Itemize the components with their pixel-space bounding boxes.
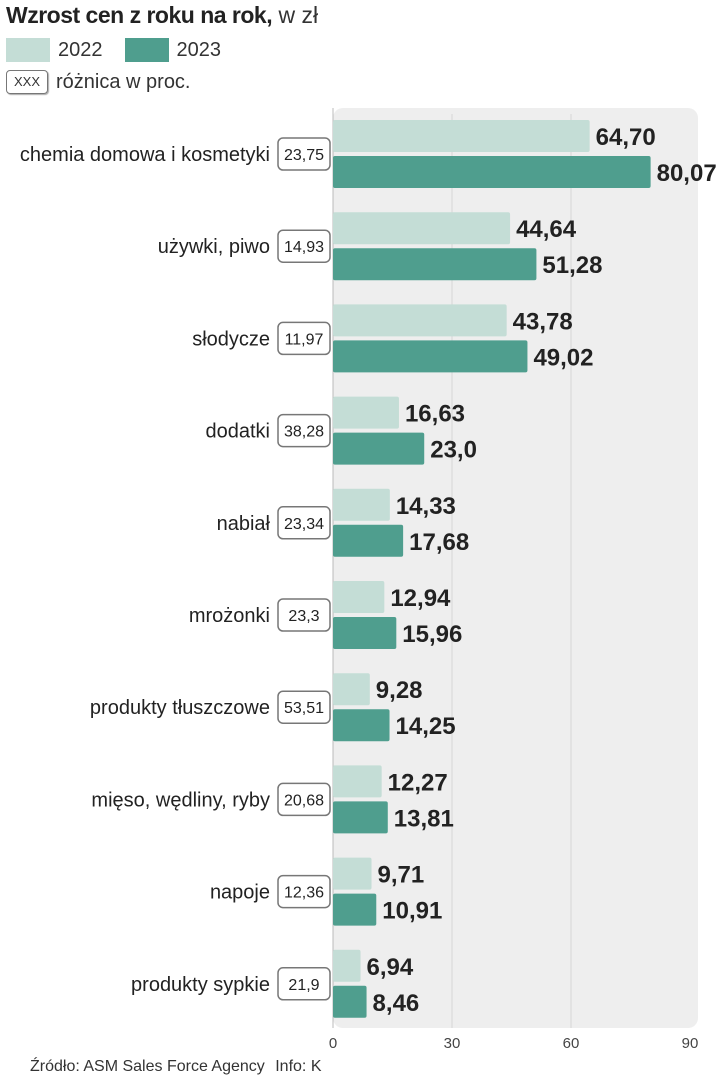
bar-2022: [333, 396, 399, 429]
plot-panel: [333, 108, 698, 1028]
data-label-2023: 17,68: [409, 529, 469, 556]
difference-value: 23,3: [288, 608, 319, 625]
x-tick-label: 30: [444, 1035, 461, 1052]
legend-swatch-2023: [124, 38, 169, 62]
data-label-2023: 13,81: [394, 805, 454, 832]
bar-2023: [333, 524, 404, 557]
bar-2022: [333, 673, 370, 706]
difference-value: 14,93: [284, 239, 324, 256]
difference-box: [277, 229, 331, 263]
chart-title: Wzrost cen z roku na rok, w zł: [6, 2, 318, 29]
difference-box: [277, 874, 331, 909]
data-label-2022: 6,94: [367, 954, 414, 981]
title-text: Wzrost cen z roku na rok,: [6, 2, 273, 28]
category-label: dodatki: [206, 421, 271, 443]
difference-value: 23,75: [284, 147, 324, 164]
difference-value: 38,28: [284, 424, 324, 441]
data-label-2023: 14,25: [396, 713, 456, 740]
legend-label-2022: 2022: [58, 38, 103, 61]
difference-box: [277, 690, 331, 724]
category-label: nabiał: [217, 513, 271, 535]
bar-2023: [333, 985, 367, 1018]
legend: 2022 2023: [6, 38, 243, 62]
bar-2023: [333, 432, 425, 465]
bar-2023: [333, 248, 537, 281]
bar-2022: [333, 765, 382, 798]
data-label-2022: 9,28: [376, 677, 423, 704]
bar-2023: [333, 709, 390, 742]
category-label: chemia domowa i kosmetyki: [20, 144, 270, 166]
difference-box: [277, 137, 331, 171]
difference-box: [277, 506, 331, 540]
bar-2022: [333, 949, 361, 982]
difference-box: [277, 782, 331, 817]
data-label-2022: 9,71: [378, 862, 425, 889]
x-tick-label: 0: [329, 1035, 337, 1052]
data-label-2022: 64,70: [596, 124, 656, 151]
category-label: słodycze: [192, 328, 270, 350]
data-label-2023: 8,46: [373, 990, 420, 1017]
bar-2023: [333, 801, 388, 834]
category-label: napoje: [210, 882, 270, 904]
bar-2023: [333, 617, 397, 649]
data-label-2022: 12,94: [390, 585, 451, 612]
bar-2022: [333, 212, 511, 245]
category-label: produkty sypkie: [131, 974, 270, 996]
bar-2022: [333, 857, 372, 890]
info-text: Info: K: [275, 1058, 322, 1075]
category-label: mięso, wędliny, ryby: [91, 789, 270, 811]
bar-2023: [333, 340, 528, 373]
bar-2023: [333, 156, 651, 188]
difference-box: [277, 413, 331, 448]
category-label: używki, piwo: [158, 236, 270, 258]
legend-swatch-2022: [6, 38, 50, 62]
data-label-2023: 23,0: [430, 437, 477, 464]
difference-box: [277, 967, 331, 1001]
difference-legend: XXX różnica w proc.: [6, 70, 191, 94]
difference-box: [277, 321, 331, 356]
data-label-2023: 51,28: [542, 252, 602, 279]
bar-2022: [333, 581, 385, 613]
data-label-2022: 16,63: [405, 401, 465, 428]
bar-2023: [333, 893, 377, 926]
data-label-2023: 15,96: [402, 621, 462, 648]
difference-box: [277, 598, 331, 632]
data-label-2022: 44,64: [516, 216, 577, 243]
x-tick-label: 90: [682, 1035, 699, 1052]
source-text: Źródło: ASM Sales Force Agency: [30, 1058, 265, 1075]
difference-value: 23,34: [284, 516, 324, 533]
x-tick-label: 60: [563, 1035, 580, 1052]
difference-value: 11,97: [285, 331, 324, 348]
source-note: Źródło: ASM Sales Force Agency Info: K: [30, 1058, 327, 1076]
difference-value: 20,68: [284, 792, 324, 809]
data-label-2023: 80,07: [657, 160, 717, 187]
difference-value: 53,51: [284, 700, 324, 717]
difference-value: 21,9: [288, 977, 319, 994]
legend-label-2023: 2023: [176, 38, 222, 61]
data-label-2022: 43,78: [513, 308, 573, 335]
category-label: mrożonki: [189, 605, 270, 627]
bar-2022: [333, 120, 590, 152]
data-label-2022: 12,27: [388, 769, 448, 796]
bar-2022: [333, 488, 390, 521]
data-label-2023: 49,02: [533, 344, 593, 371]
difference-legend-label: różnica w proc.: [56, 70, 191, 93]
data-label-2023: 10,91: [382, 898, 442, 925]
category-label: produkty tłuszczowe: [90, 697, 270, 719]
bar-2022: [333, 304, 507, 337]
data-label-2022: 14,33: [396, 493, 456, 520]
difference-legend-box: XXX: [6, 70, 48, 94]
title-unit: w zł: [278, 2, 319, 28]
difference-value: 12,36: [284, 885, 324, 902]
